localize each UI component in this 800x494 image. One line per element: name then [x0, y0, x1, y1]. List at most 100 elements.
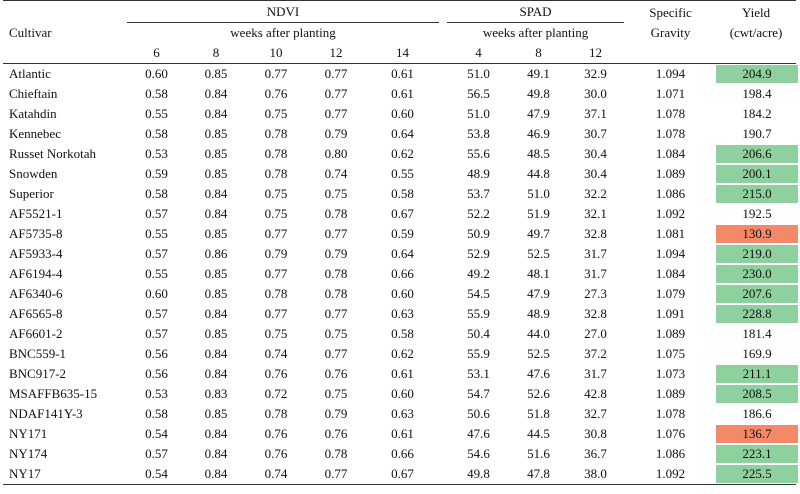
spacer-cell — [439, 84, 447, 104]
specific-gravity-cell: 1.091 — [655, 306, 686, 321]
yield-cell: 230.0 — [716, 264, 799, 284]
yield-header-1: Yield — [716, 0, 797, 23]
spad-cell: 47.8 — [510, 464, 567, 485]
ndvi-cell: 0.85 — [204, 326, 228, 341]
ndvi-cell: 0.62 — [391, 346, 414, 361]
yield-cell: 169.9 — [716, 344, 796, 364]
yield-cell: 206.6 — [716, 144, 799, 164]
table-row: Katahdin 0.55 0.84 0.75 0.77 0.60 51.0 47.9 37.1… — [3, 104, 796, 124]
ndvi-cell: 0.84 — [204, 86, 228, 101]
yield-value: 208.5 — [716, 385, 799, 403]
ndvi-week-8: 8 — [186, 43, 246, 64]
spad-cell: 47.9 — [527, 286, 550, 301]
yield-cell: 184.2 — [716, 104, 796, 124]
specific-gravity-cell: 1.092 — [634, 464, 708, 485]
ndvi-cell: 0.57 — [145, 446, 168, 461]
ndvi-cell: 0.79 — [324, 246, 348, 261]
cultivar-data-table: NDVI SPAD Specific Yield Cultivar weeks … — [3, 0, 799, 485]
ndvi-cell: 0.77 — [324, 306, 348, 321]
specific-gravity-header-1: Specific — [634, 0, 708, 23]
ndvi-cell: 0.78 — [324, 206, 348, 221]
ndvi-cell: 0.77 — [324, 66, 348, 81]
spacer-cell — [439, 324, 447, 344]
ndvi-cell: 0.77 — [324, 226, 348, 241]
ndvi-cell: 0.60 — [391, 386, 414, 401]
yield-cell: 225.5 — [716, 464, 799, 485]
ndvi-cell: 0.77 — [306, 464, 366, 485]
yield-cell: 207.6 — [716, 284, 799, 304]
ndvi-cell: 0.77 — [324, 106, 348, 121]
spad-cell: 54.6 — [467, 446, 490, 461]
yield-cell: 223.1 — [716, 444, 799, 464]
ndvi-cell: 0.76 — [264, 366, 288, 381]
ndvi-cell: 0.85 — [204, 166, 228, 181]
ndvi-cell: 0.63 — [391, 306, 414, 321]
spad-cell: 52.5 — [527, 346, 550, 361]
ndvi-cell: 0.78 — [264, 166, 288, 181]
ndvi-cell: 0.78 — [324, 446, 348, 461]
spacer-cell — [707, 324, 716, 344]
spacer-cell — [624, 84, 634, 104]
spad-cell: 30.4 — [584, 166, 607, 181]
spad-cell: 55.9 — [467, 306, 490, 321]
ndvi-cell: 0.75 — [264, 106, 288, 121]
ndvi-cell: 0.79 — [324, 406, 348, 421]
spad-cell: 44.8 — [527, 166, 550, 181]
spad-cell: 30.8 — [584, 426, 607, 441]
spad-cell: 49.2 — [467, 266, 490, 281]
table-row: Kennebec 0.58 0.85 0.78 0.79 0.64 53.8 46.9 30.7… — [3, 124, 796, 144]
spad-cell: 52.9 — [467, 246, 490, 261]
cultivar-cell: Russet Norkotah — [9, 146, 97, 161]
specific-gravity-cell: 1.073 — [655, 366, 686, 381]
ndvi-cell: 0.75 — [264, 326, 288, 341]
spad-cell: 30.4 — [584, 146, 607, 161]
spad-cell: 30.0 — [584, 86, 607, 101]
cultivar-cell: Snowden — [9, 166, 58, 181]
ndvi-cell: 0.57 — [145, 326, 168, 341]
spacer-cell — [707, 124, 716, 144]
ndvi-cell: 0.84 — [186, 464, 246, 485]
ndvi-cell: 0.56 — [145, 346, 168, 361]
spacer-cell — [707, 284, 716, 304]
specific-gravity-cell: 1.084 — [655, 146, 686, 161]
spad-cell: 48.9 — [467, 166, 490, 181]
spad-cell: 47.6 — [527, 366, 550, 381]
ndvi-cell: 0.80 — [324, 146, 348, 161]
spacer-cell — [439, 404, 447, 424]
ndvi-cell: 0.84 — [204, 426, 228, 441]
ndvi-cell: 0.84 — [204, 186, 228, 201]
specific-gravity-cell: 1.078 — [655, 126, 686, 141]
ndvi-cell: 0.78 — [264, 126, 288, 141]
ndvi-cell: 0.84 — [204, 346, 228, 361]
spacer-cell — [624, 444, 634, 464]
ndvi-cell: 0.57 — [145, 306, 168, 321]
table-row: Atlantic 0.60 0.85 0.77 0.77 0.61 51.0 49.1 32.9… — [3, 64, 799, 85]
specific-gravity-cell: 1.089 — [655, 386, 686, 401]
cultivar-cell: Atlantic — [9, 66, 51, 81]
table-row: AF6565-8 0.57 0.84 0.77 0.77 0.63 55.9 48.9 32.8… — [3, 304, 799, 324]
spad-cell: 48.9 — [527, 306, 550, 321]
ndvi-cell: 0.67 — [366, 464, 439, 485]
spad-cell: 49.8 — [527, 86, 550, 101]
spad-cell: 53.7 — [467, 186, 490, 201]
table-row: Snowden 0.59 0.85 0.78 0.74 0.55 48.9 44.8 30.4 1… — [3, 164, 799, 184]
cultivar-cell: AF5735-8 — [9, 226, 63, 241]
yield-value: 215.0 — [716, 185, 799, 203]
ndvi-cell: 0.66 — [391, 446, 414, 461]
spacer-cell — [624, 64, 634, 85]
table-row: AF5735-8 0.55 0.85 0.77 0.77 0.59 50.9 49.7 32.8… — [3, 224, 799, 244]
yield-value: 219.0 — [716, 245, 799, 263]
spacer-cell — [624, 104, 634, 124]
spad-cell: 51.0 — [467, 66, 490, 81]
cultivar-cell: AF6565-8 — [9, 306, 63, 321]
ndvi-week-14: 14 — [366, 43, 439, 64]
spacer-cell — [439, 104, 447, 124]
yield-cell: 186.6 — [716, 404, 796, 424]
ndvi-cell: 0.76 — [264, 446, 288, 461]
yield-value: 192.5 — [742, 206, 772, 221]
yield-cell: 204.9 — [716, 64, 799, 85]
spacer-cell — [624, 124, 634, 144]
yield-value: 223.1 — [716, 445, 799, 463]
spad-cell: 56.5 — [467, 86, 490, 101]
yield-value: 230.0 — [716, 265, 799, 283]
